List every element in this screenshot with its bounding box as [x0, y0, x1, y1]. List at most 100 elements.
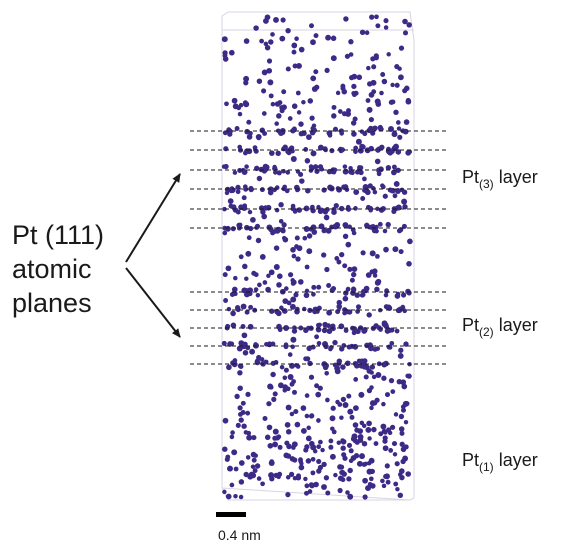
atom-dot	[325, 227, 332, 234]
atom-dot	[325, 34, 332, 41]
atom-dot	[289, 303, 296, 310]
atom-dot	[381, 320, 388, 327]
atom-dot	[308, 164, 314, 169]
atom-dot	[258, 205, 265, 211]
atom-dot	[285, 475, 291, 480]
atom-dot	[290, 296, 297, 303]
atom-dot	[243, 80, 249, 86]
atom-dot	[331, 429, 337, 435]
atom-dot	[261, 213, 268, 220]
atom-dot	[324, 371, 330, 376]
atom-dot	[294, 36, 299, 41]
atom-dot	[285, 66, 291, 72]
atom-dot	[308, 374, 315, 380]
atom-dot	[381, 401, 386, 407]
atom-dot	[329, 415, 336, 422]
atom-dot	[237, 385, 243, 391]
atom-dot	[394, 461, 400, 467]
atom-dot	[246, 434, 253, 441]
atom-dot	[405, 471, 412, 477]
atom-dot	[241, 332, 248, 339]
atom-dot	[268, 460, 275, 466]
plane-label-line-3: planes	[12, 288, 92, 318]
atom-dot	[247, 323, 254, 330]
atom-dot	[261, 88, 267, 94]
atom-dot	[362, 477, 368, 484]
atom-dot	[344, 187, 350, 192]
atom-dot	[237, 111, 243, 117]
atom-dot	[361, 328, 368, 334]
atom-dot	[283, 325, 290, 331]
atom-dot	[398, 426, 405, 432]
atom-dot	[254, 463, 261, 469]
atom-dot	[298, 325, 304, 331]
atom-dot	[295, 90, 301, 96]
atom-dot	[339, 346, 345, 352]
atom-dot	[246, 430, 252, 436]
layer-label-sub: (2)	[479, 325, 494, 339]
atom-dot	[351, 330, 357, 336]
layer-label-base: Pt	[462, 315, 479, 335]
atom-dot	[363, 374, 369, 380]
atom-dot	[383, 292, 389, 298]
atom-dot	[225, 265, 232, 272]
atom-dot	[351, 83, 357, 90]
atom-dot	[334, 256, 340, 261]
atom-dot	[359, 420, 365, 426]
arrow-to-upper-planes	[125, 173, 181, 263]
atom-dot	[368, 476, 374, 482]
atom-dot	[285, 429, 292, 435]
atom-dot	[351, 433, 358, 440]
atom-dot	[401, 198, 408, 205]
atom-dot	[369, 468, 375, 475]
atom-dot	[331, 113, 337, 119]
atom-dot	[277, 444, 283, 450]
atom-dot	[381, 361, 388, 368]
atom-dot	[352, 405, 359, 412]
atom-dot	[332, 126, 339, 132]
atom-dot	[233, 493, 238, 499]
atom-dot	[290, 247, 296, 253]
atom-dot	[277, 100, 283, 106]
atom-dot	[246, 134, 253, 140]
atom-dot	[259, 187, 265, 193]
atom-dot	[397, 74, 404, 81]
atom-dot	[393, 412, 399, 417]
atom-dot	[368, 117, 374, 123]
layer-label-suffix: layer	[494, 450, 538, 470]
atom-dot	[342, 222, 349, 228]
atom-dot	[231, 97, 238, 104]
atom-dot	[321, 187, 327, 193]
atom-dot	[383, 25, 389, 30]
atom-dot	[394, 188, 401, 194]
atom-dot	[362, 184, 369, 190]
atom-dot	[369, 14, 375, 20]
atom-dot	[306, 233, 313, 239]
atom-dot	[378, 431, 384, 437]
atom-dot	[244, 164, 249, 169]
atom-dot	[350, 120, 357, 126]
atom-dot	[253, 287, 259, 292]
atom-dot	[270, 360, 276, 366]
atom-dot	[248, 186, 254, 193]
atom-dot	[273, 245, 280, 251]
atom-dot	[395, 204, 402, 211]
layer-label-base: Pt	[462, 450, 479, 470]
atom-dot	[353, 206, 358, 211]
atom-dot	[403, 119, 410, 125]
atom-dot	[390, 389, 396, 394]
atom-dot	[250, 464, 256, 469]
layer-label-sub: (3)	[479, 177, 494, 191]
atom-dot	[355, 304, 362, 310]
atom-dot	[392, 452, 398, 457]
atom-dot	[369, 405, 374, 411]
atom-dot	[395, 486, 400, 492]
atom-dot	[395, 307, 402, 314]
atom-dot	[307, 98, 314, 104]
atom-dot	[299, 178, 305, 184]
atom-dot	[279, 364, 285, 370]
atom-dot	[349, 75, 355, 81]
atom-dot	[321, 461, 327, 468]
atom-dot	[280, 228, 286, 234]
atom-dot	[385, 165, 392, 171]
